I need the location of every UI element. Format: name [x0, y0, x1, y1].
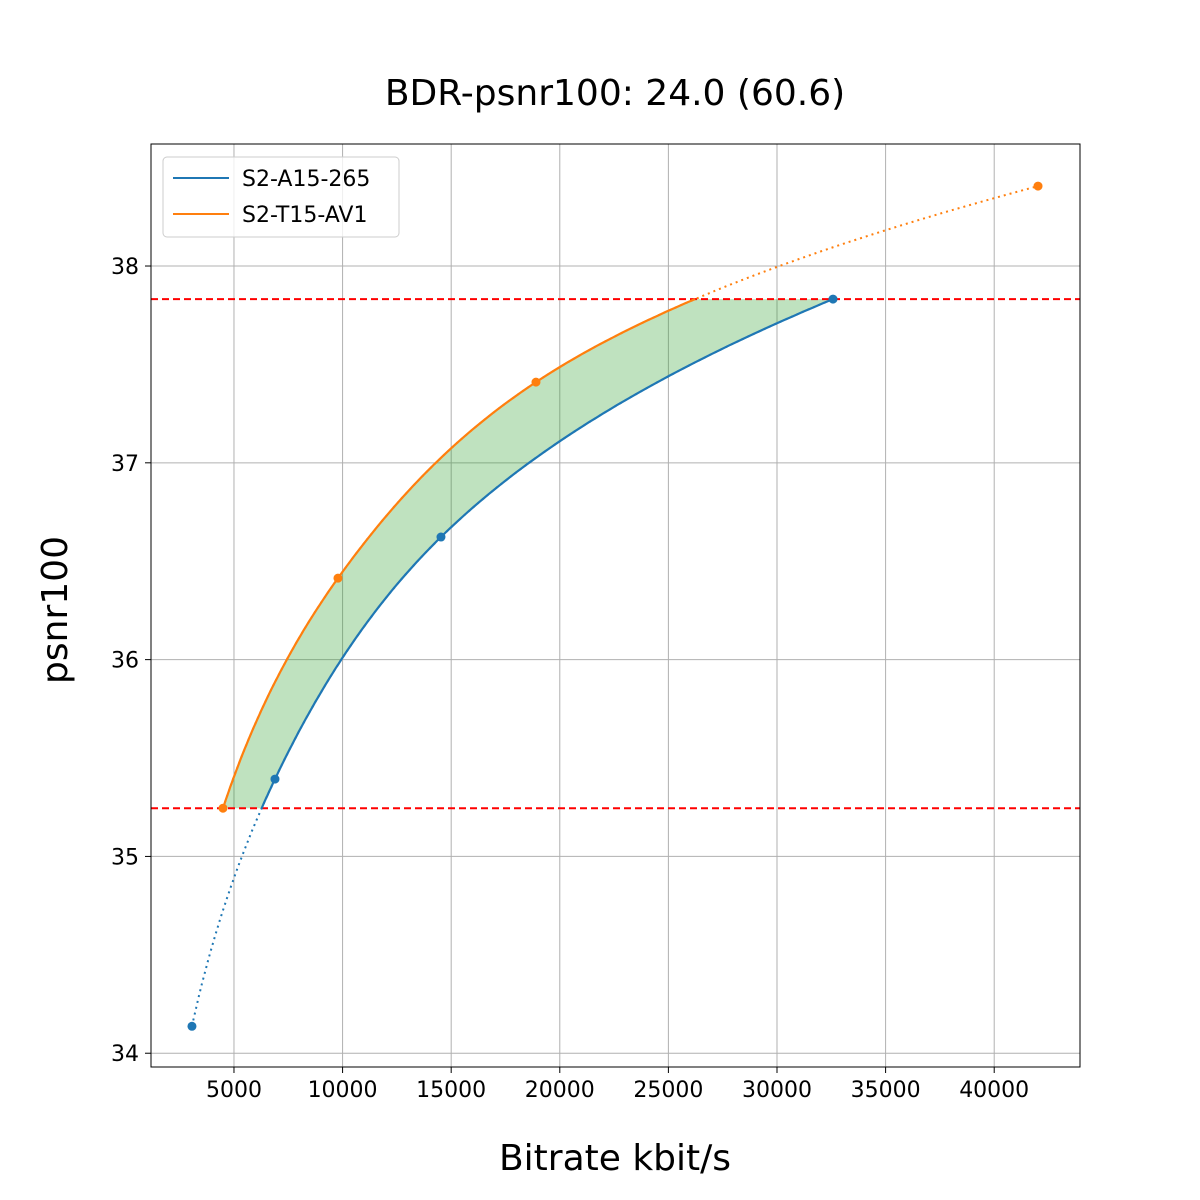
- grid: [151, 144, 1080, 1067]
- series-0-solid-line: [260, 298, 834, 809]
- x-tick-label: 10000: [308, 1078, 378, 1103]
- y-tick-label: 38: [111, 255, 139, 280]
- series-1-point: [531, 377, 541, 387]
- series-1-point: [333, 573, 343, 583]
- x-tick-label: 15000: [416, 1078, 486, 1103]
- series-1-point: [1033, 181, 1043, 191]
- area-between-curves: [223, 299, 833, 809]
- x-tick-label: 35000: [851, 1078, 921, 1103]
- reference-lines: [151, 298, 1080, 810]
- plot-frame: [150, 143, 1081, 1068]
- legend: S2-A15-265 S2-T15-AV1: [162, 156, 400, 238]
- x-axis-label: Bitrate kbit/s: [499, 1138, 731, 1179]
- x-tick-label: 25000: [633, 1078, 703, 1103]
- x-tick-label: 40000: [959, 1078, 1029, 1103]
- x-tick-label: 5000: [206, 1078, 262, 1103]
- y-axis-label: psnr100: [35, 536, 76, 684]
- y-tick-label: 35: [111, 845, 139, 870]
- series-1-point: [218, 803, 228, 813]
- y-tick-label: 36: [111, 649, 139, 674]
- legend-label-0: S2-A15-265: [242, 167, 370, 192]
- axis-ticks: 5000 10000 15000 20000 25000 30000 35000 40000 3…: [111, 255, 1029, 1103]
- chart-title: BDR-psnr100: 24.0 (60.6): [385, 73, 845, 114]
- series-0-point: [436, 532, 446, 542]
- series-0-point: [187, 1021, 197, 1031]
- legend-label-1: S2-T15-AV1: [242, 203, 367, 228]
- y-tick-label: 34: [111, 1042, 139, 1067]
- x-tick-label: 20000: [525, 1078, 595, 1103]
- y-tick-label: 37: [111, 452, 139, 477]
- series-points: [187, 181, 1043, 1031]
- x-tick-label: 30000: [742, 1078, 812, 1103]
- series-0-point: [270, 774, 280, 784]
- series-0-point: [828, 294, 838, 304]
- overlap-fill: [223, 299, 833, 809]
